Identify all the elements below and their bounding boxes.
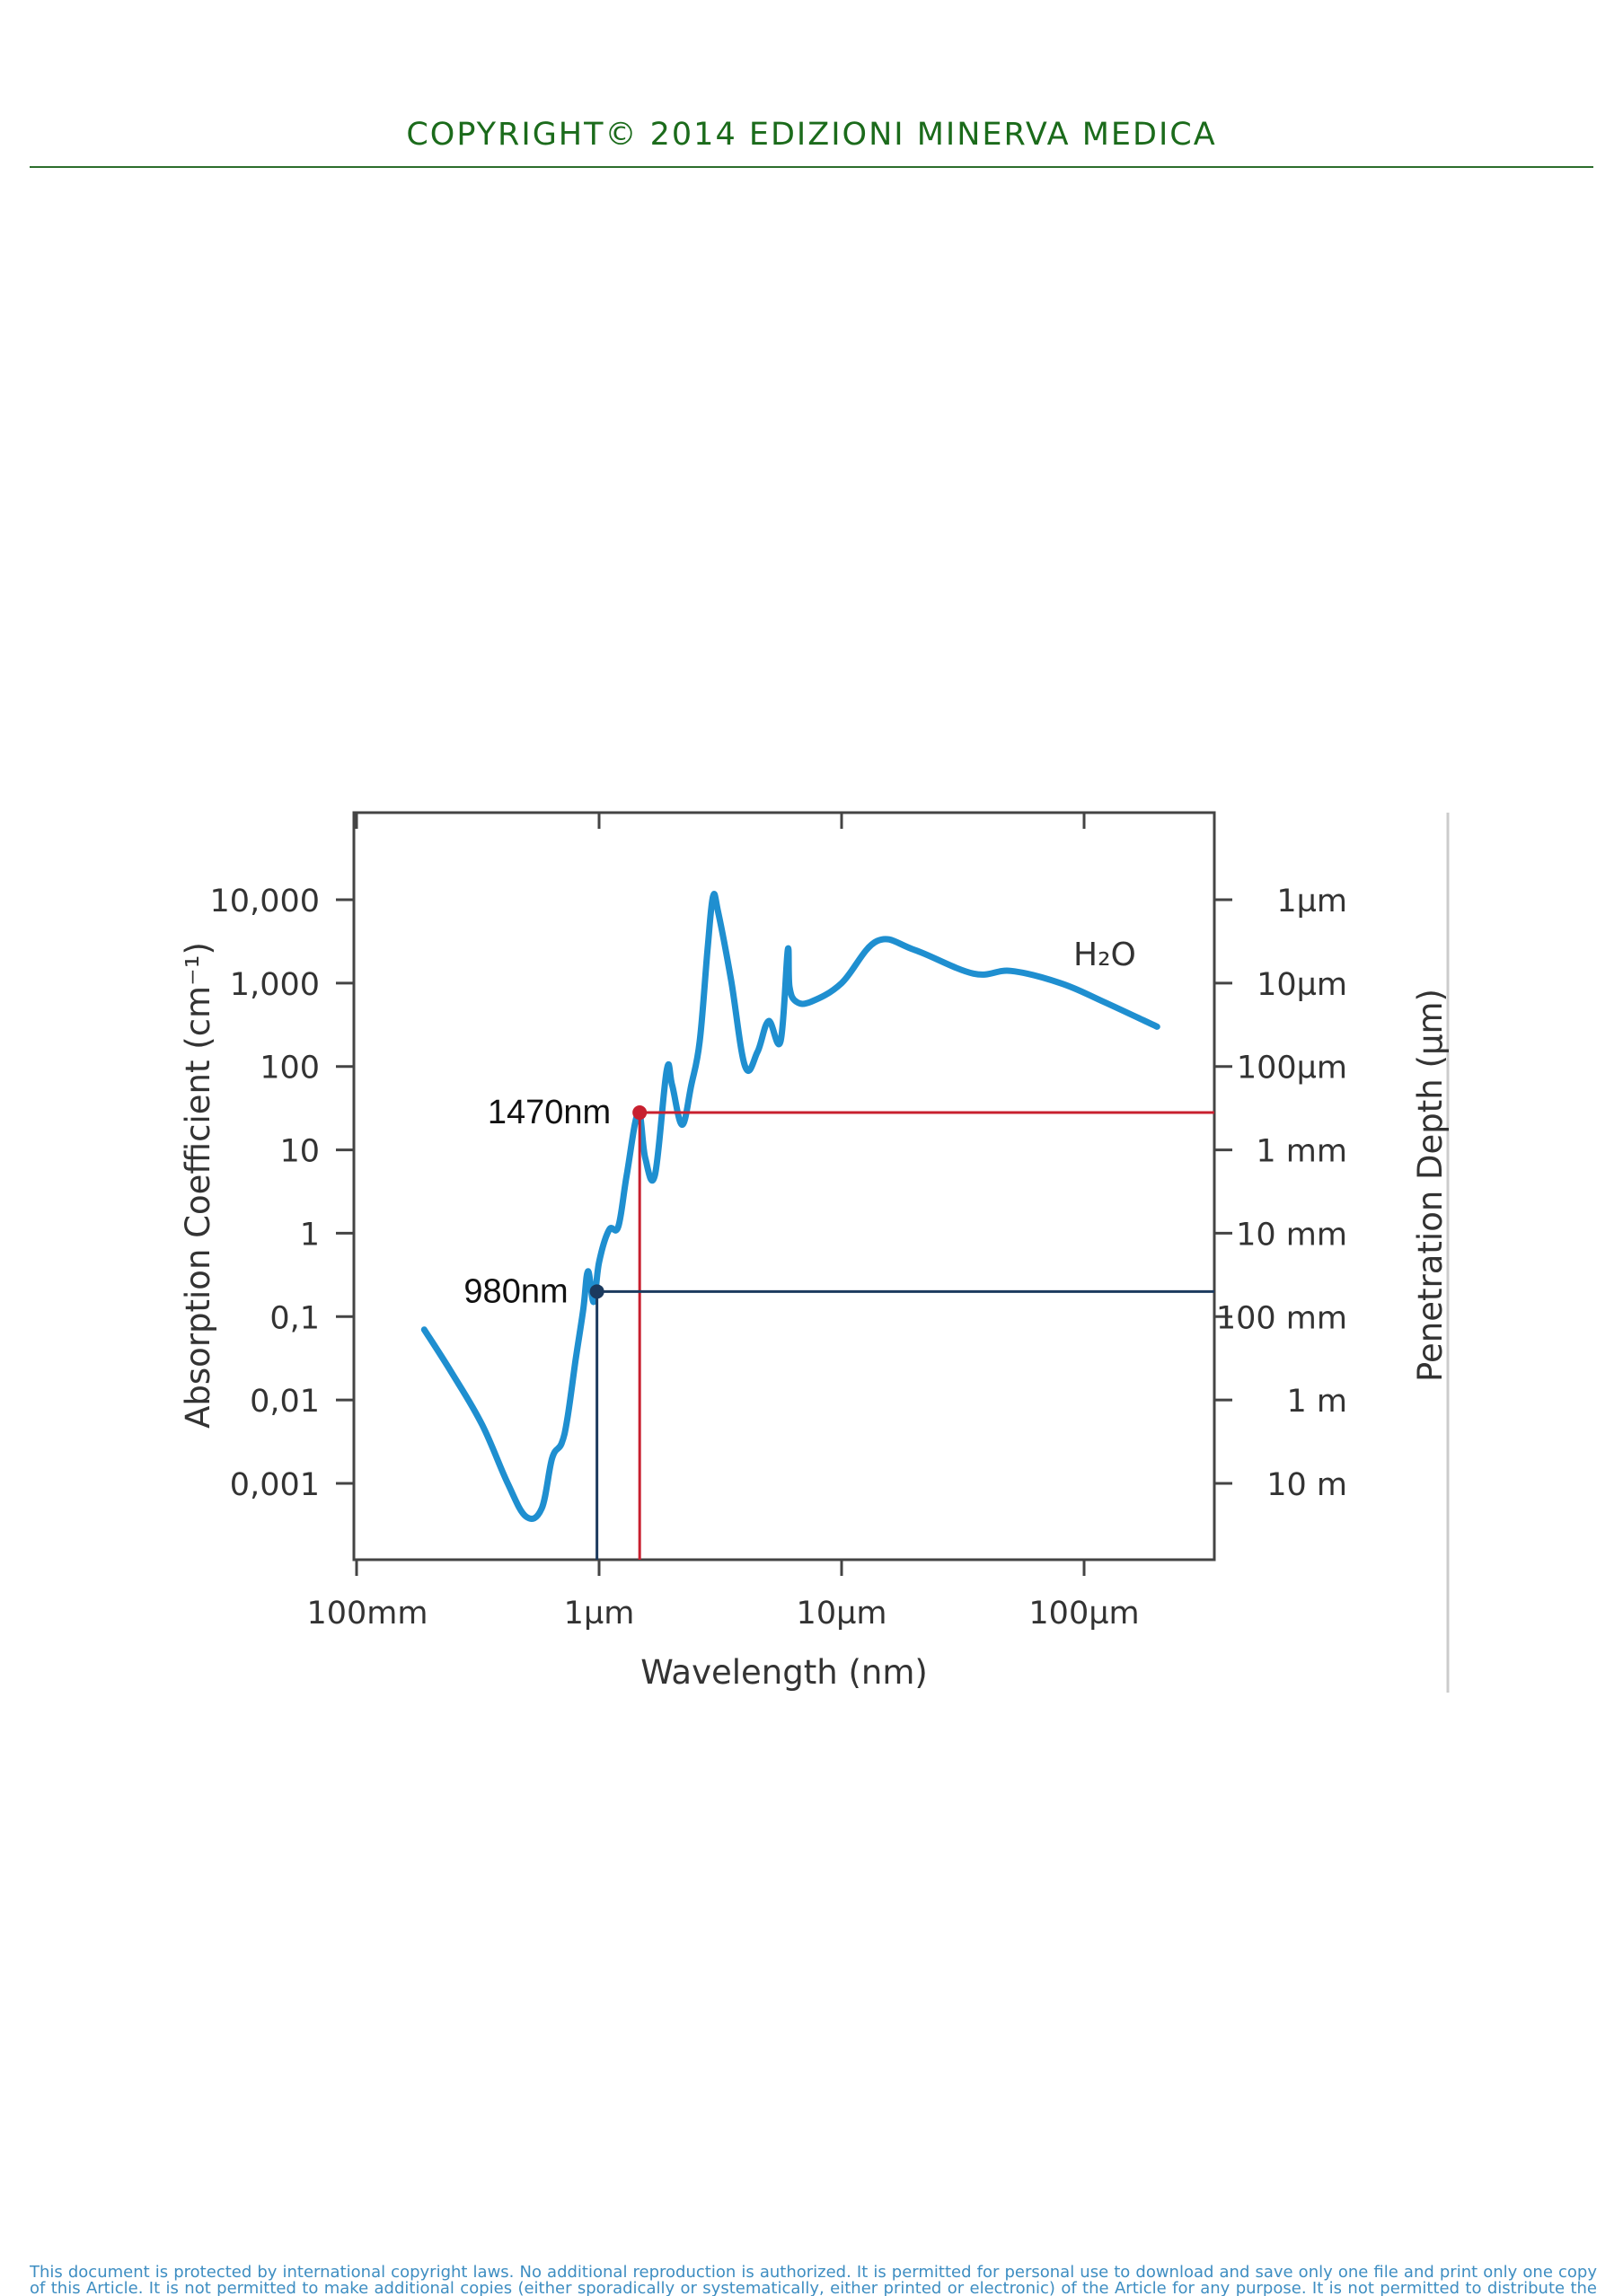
y-tick-label-right: 10 m xyxy=(1266,1467,1347,1503)
y-tick-label-left: 0,01 xyxy=(250,1384,320,1420)
y-tick-label-left: 100 xyxy=(260,1051,320,1086)
marker-point-980nm xyxy=(589,1284,604,1299)
x-tick-label: 100mm xyxy=(307,1596,428,1632)
y-tick-label-right: 1µm xyxy=(1276,884,1347,919)
y-tick-label-left: 10,000 xyxy=(210,884,320,919)
copyright-notice: This document is protected by internatio… xyxy=(30,2265,1597,2296)
y-tick-label-right: 100µm xyxy=(1237,1051,1347,1086)
x-tick-label: 100µm xyxy=(1028,1596,1139,1632)
y-tick-label-right: 10 mm xyxy=(1236,1217,1347,1253)
y-tick-label-left: 1 xyxy=(300,1217,320,1253)
y-axis-label-left: Absorption Coefficient (cm⁻¹) xyxy=(179,942,217,1429)
header-divider xyxy=(30,166,1593,168)
marker-point-1470nm xyxy=(632,1105,648,1121)
y-tick-label-left: 10 xyxy=(279,1134,320,1170)
y-tick-label-right: 100 mm xyxy=(1216,1300,1347,1336)
series-line-h2o xyxy=(420,891,1160,1522)
y-tick-label-right: 10µm xyxy=(1257,967,1347,1003)
x-tick-label: 1µm xyxy=(564,1596,635,1632)
y-tick-label-left: 1,000 xyxy=(230,967,320,1003)
y-axis-label-right: Penetration Depth (µm) xyxy=(1411,989,1450,1382)
x-tick-label: 10µm xyxy=(797,1596,887,1632)
y-tick-label-right: 1 mm xyxy=(1256,1134,1347,1170)
series-label-h2o: H₂O xyxy=(1073,937,1136,973)
y-tick-label-left: 0,001 xyxy=(230,1467,320,1503)
plot-frame xyxy=(352,811,1216,1561)
marker-label-1470nm: 1470nm xyxy=(488,1094,611,1131)
copyright-header: COPYRIGHT© 2014 EDIZIONI MINERVA MEDICA xyxy=(406,117,1217,153)
y-tick-label-right: 1 m xyxy=(1287,1384,1348,1420)
y-tick-label-left: 0,1 xyxy=(269,1300,320,1336)
x-axis-label: Wavelength (nm) xyxy=(640,1653,928,1692)
marker-label-980nm: 980nm xyxy=(463,1272,568,1310)
